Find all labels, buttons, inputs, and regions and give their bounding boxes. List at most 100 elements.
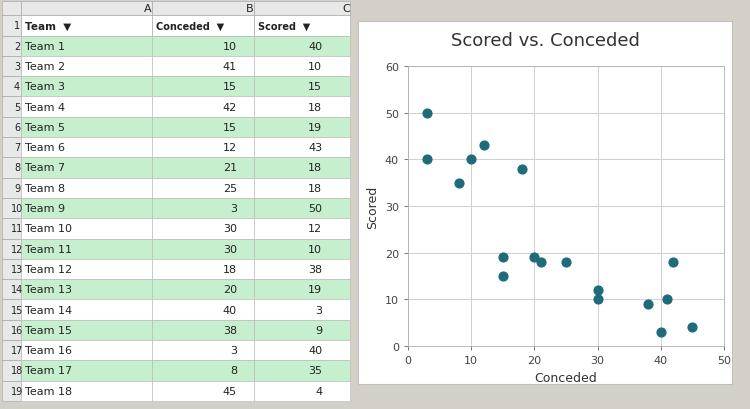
Text: 3: 3: [14, 62, 20, 72]
Text: 38: 38: [223, 325, 237, 335]
Bar: [21, 198, 152, 219]
Point: [529, 254, 541, 261]
Bar: [254, 2, 350, 16]
Bar: [152, 300, 254, 320]
Text: 19: 19: [308, 123, 322, 133]
Text: 11: 11: [10, 224, 23, 234]
Bar: [21, 340, 152, 360]
Text: 9: 9: [14, 183, 20, 193]
Bar: [254, 300, 350, 320]
Bar: [2, 340, 21, 360]
Point: [452, 180, 464, 187]
Bar: [2, 117, 21, 138]
Bar: [254, 138, 350, 158]
Bar: [2, 300, 21, 320]
Bar: [254, 239, 350, 259]
Text: 30: 30: [223, 224, 237, 234]
Point: [496, 254, 508, 261]
Text: 10: 10: [10, 204, 23, 213]
Point: [516, 166, 528, 173]
Bar: [21, 57, 152, 77]
Bar: [21, 36, 152, 57]
Bar: [2, 239, 21, 259]
Text: Scored vs. Conceded: Scored vs. Conceded: [451, 32, 640, 50]
Text: 12: 12: [223, 143, 237, 153]
Text: 3: 3: [230, 345, 237, 355]
Text: 20: 20: [223, 285, 237, 294]
Bar: [254, 57, 350, 77]
Text: 15: 15: [10, 305, 23, 315]
Text: Team 12: Team 12: [26, 264, 73, 274]
Bar: [152, 138, 254, 158]
Text: 40: 40: [223, 305, 237, 315]
Text: 18: 18: [10, 366, 23, 375]
Text: Team 10: Team 10: [26, 224, 72, 234]
Text: 18: 18: [308, 183, 322, 193]
Bar: [2, 178, 21, 198]
Text: Team 18: Team 18: [26, 386, 73, 396]
Text: Team 1: Team 1: [26, 42, 65, 52]
Text: Team 6: Team 6: [26, 143, 65, 153]
Text: 43: 43: [308, 143, 322, 153]
Text: 18: 18: [308, 102, 322, 112]
Bar: [152, 36, 254, 57]
Bar: [2, 279, 21, 300]
Bar: [254, 320, 350, 340]
Text: Conceded  ▼: Conceded ▼: [156, 21, 224, 31]
Bar: [254, 340, 350, 360]
Text: Team 7: Team 7: [26, 163, 65, 173]
Text: 1: 1: [14, 21, 20, 31]
Bar: [254, 117, 350, 138]
Bar: [152, 239, 254, 259]
Bar: [21, 2, 152, 16]
Bar: [21, 97, 152, 117]
Text: 5: 5: [13, 102, 20, 112]
Text: B: B: [246, 4, 254, 14]
Point: [478, 143, 490, 149]
Text: 18: 18: [308, 163, 322, 173]
Point: [421, 157, 433, 163]
Bar: [152, 97, 254, 117]
Bar: [21, 279, 152, 300]
Point: [661, 297, 673, 303]
Text: Team 2: Team 2: [26, 62, 65, 72]
Bar: [254, 259, 350, 279]
Text: 10: 10: [308, 62, 322, 72]
Y-axis label: Scored: Scored: [366, 185, 380, 228]
Text: 13: 13: [10, 264, 23, 274]
Point: [592, 297, 604, 303]
Bar: [2, 57, 21, 77]
Bar: [21, 117, 152, 138]
Bar: [21, 77, 152, 97]
Bar: [254, 36, 350, 57]
Point: [465, 157, 477, 163]
Text: 6: 6: [14, 123, 20, 133]
Bar: [152, 198, 254, 219]
Bar: [254, 381, 350, 401]
Bar: [2, 360, 21, 381]
Bar: [2, 198, 21, 219]
Text: 21: 21: [223, 163, 237, 173]
Bar: [152, 178, 254, 198]
Bar: [21, 320, 152, 340]
Text: C: C: [342, 4, 350, 14]
Bar: [152, 279, 254, 300]
Bar: [21, 219, 152, 239]
Text: 25: 25: [223, 183, 237, 193]
Text: 38: 38: [308, 264, 322, 274]
Text: 2: 2: [13, 42, 20, 52]
Text: 19: 19: [10, 386, 23, 396]
Text: 12: 12: [308, 224, 322, 234]
Text: 40: 40: [308, 345, 322, 355]
Text: 16: 16: [10, 325, 23, 335]
Bar: [152, 77, 254, 97]
Point: [655, 329, 667, 335]
Text: 3: 3: [230, 204, 237, 213]
Text: 15: 15: [223, 82, 237, 92]
Text: Team 11: Team 11: [26, 244, 72, 254]
Text: 30: 30: [223, 244, 237, 254]
Bar: [2, 259, 21, 279]
Bar: [152, 2, 254, 16]
Bar: [21, 239, 152, 259]
Bar: [254, 178, 350, 198]
